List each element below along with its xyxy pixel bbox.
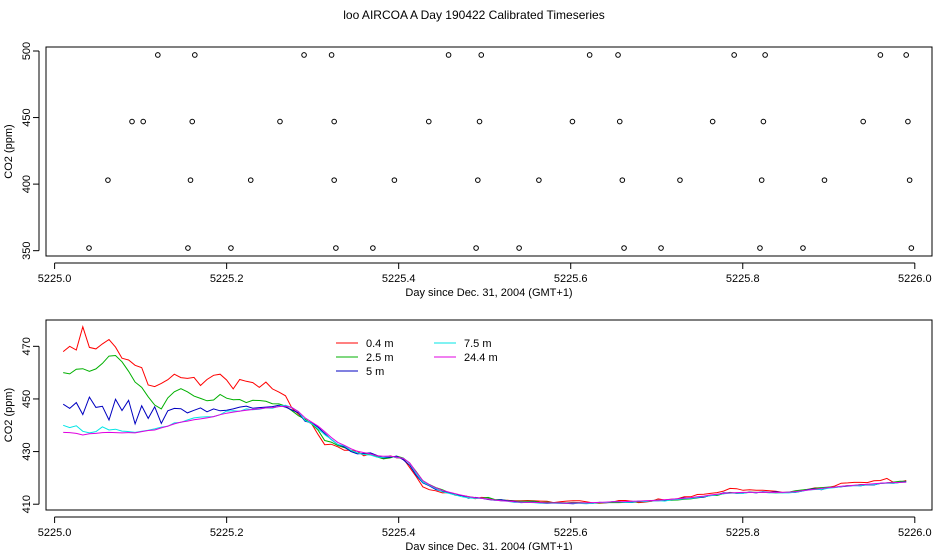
scatter-point	[247, 177, 254, 183]
scatter-point	[425, 118, 432, 125]
scatter-point	[370, 245, 376, 251]
scatter-point	[475, 177, 481, 183]
y-tick-label: 450	[21, 390, 33, 408]
scatter-point	[445, 52, 452, 58]
y-tick-label: 500	[21, 42, 33, 60]
scatter-point	[677, 177, 683, 183]
top-panel: 5225.0 5225.2 5225.4 5225.6 5225.8 5226.0 Day …	[3, 42, 933, 299]
x-tick-label: 5225.6	[554, 273, 588, 285]
scatter-point	[758, 177, 765, 183]
scatter-point	[905, 118, 911, 125]
legend-label: 5 m	[366, 366, 384, 378]
x-tick-label: 5226.0	[898, 273, 932, 285]
scatter-point	[331, 118, 337, 125]
x-axis-label: Day since Dec. 31, 2004 (GMT+1)	[405, 287, 572, 299]
x-tick-label: 5225.8	[726, 273, 760, 285]
scatter-point	[760, 118, 767, 125]
scatter-point	[621, 245, 627, 251]
scatter-point	[908, 245, 915, 251]
scatter-point	[129, 118, 135, 125]
series-line	[63, 404, 907, 505]
scatter-point	[187, 177, 194, 183]
chart-title: loo AIRCOA A Day 190422 Calibrated Times…	[343, 8, 604, 22]
y-axis-label: CO2 (ppm)	[3, 388, 15, 442]
y-tick-label: 430	[21, 442, 33, 460]
plot-frame	[45, 46, 933, 257]
scatter-point	[536, 177, 542, 183]
scatter-point	[105, 177, 111, 183]
x-tick-label: 5225.0	[38, 273, 72, 285]
legend-label: 2.5 m	[366, 352, 394, 364]
scatter-point	[586, 52, 593, 58]
scatter-point	[757, 245, 763, 251]
x-tick-label: 5225.4	[382, 273, 416, 285]
scatter-point	[333, 245, 339, 251]
scatter-point	[155, 52, 161, 58]
scatter-point	[569, 118, 576, 125]
scatter-point	[616, 118, 623, 125]
y-tick-label: 400	[21, 175, 33, 193]
y-tick-label: 450	[21, 108, 33, 126]
x-tick-label: 5225.0	[38, 527, 72, 539]
x-tick-label: 5225.8	[726, 527, 760, 539]
legend-label: 0.4 m	[366, 338, 394, 350]
scatter-point	[391, 177, 398, 183]
scatter-point	[228, 245, 234, 251]
x-tick-label: 5225.2	[210, 273, 244, 285]
x-tick-label: 5225.6	[554, 527, 588, 539]
scatter-point	[192, 52, 198, 58]
scatter-point	[658, 245, 664, 251]
series-line	[63, 405, 907, 504]
x-axis-label: Day since Dec. 31, 2004 (GMT+1)	[405, 541, 572, 550]
scatter-point	[821, 177, 828, 183]
scatter-point	[619, 177, 626, 183]
plot-frame	[45, 319, 933, 511]
scatter-point	[185, 245, 191, 251]
x-tick-label: 5226.0	[898, 527, 932, 539]
scatter-point	[189, 118, 196, 125]
scatter-point	[328, 52, 335, 58]
scatter-point	[301, 52, 307, 58]
scatter-point	[473, 245, 479, 251]
legend-label: 24.4 m	[464, 352, 498, 364]
legend-label: 7.5 m	[464, 338, 492, 350]
y-tick-label: 350	[21, 241, 33, 259]
scatter-point	[860, 118, 866, 125]
scatter-point	[140, 118, 147, 125]
scatter-point	[86, 245, 92, 251]
scatter-point	[476, 118, 483, 125]
scatter-point	[709, 118, 716, 125]
scatter-point	[903, 52, 909, 58]
scatter-point	[478, 52, 485, 58]
scatter-point	[731, 52, 737, 58]
scatter-point	[762, 52, 768, 58]
y-axis-label: CO2 (ppm)	[3, 124, 15, 178]
scatter-point	[615, 52, 621, 58]
scatter-point	[800, 245, 806, 251]
scatter-point	[877, 52, 884, 58]
bottom-panel: 5225.0 5225.2 5225.4 5225.6 5225.8 5226.0 Day …	[3, 319, 933, 550]
scatter-point	[331, 177, 337, 183]
x-tick-label: 5225.2	[210, 527, 244, 539]
y-tick-label: 410	[21, 495, 33, 513]
scatter-point	[277, 118, 283, 125]
scatter-point	[516, 245, 522, 251]
x-tick-label: 5225.4	[382, 527, 416, 539]
scatter-point	[906, 177, 913, 183]
series-line	[62, 395, 907, 505]
y-tick-label: 470	[21, 337, 33, 355]
